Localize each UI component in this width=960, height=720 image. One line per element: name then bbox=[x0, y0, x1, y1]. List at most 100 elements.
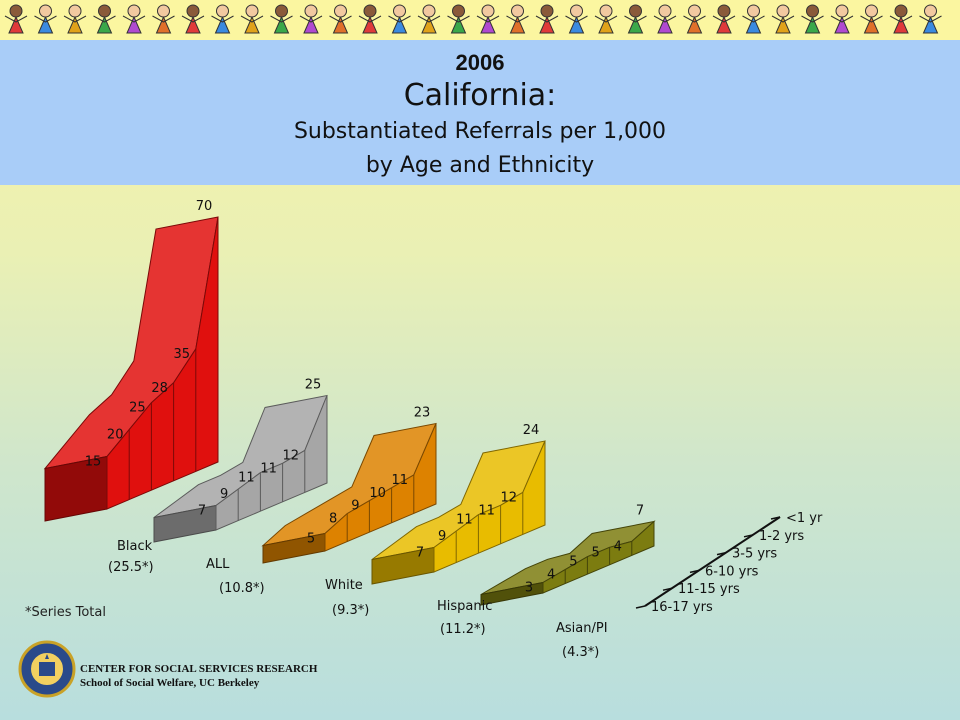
kid-figure-icon bbox=[830, 4, 854, 34]
kids-banner-art bbox=[4, 4, 942, 34]
series-white: 23 11 10 985 bbox=[261, 406, 437, 564]
title-band: 2006 California: Substantiated Referrals… bbox=[0, 40, 960, 185]
org-credit: CENTER FOR SOCIAL SERVICES RESEARCH Scho… bbox=[80, 662, 317, 690]
kid-figure-icon bbox=[93, 4, 116, 34]
kid-figure-icon bbox=[152, 4, 175, 34]
kid-figure-icon bbox=[594, 4, 618, 34]
data-label: 12 bbox=[501, 490, 518, 505]
age-axis-label: 11-15 yrs bbox=[678, 582, 740, 597]
kid-figure-icon bbox=[653, 4, 677, 34]
age-axis-tick bbox=[716, 551, 727, 556]
data-label: 9 bbox=[220, 487, 228, 502]
kid-figure-icon bbox=[4, 4, 28, 34]
kid-figure-icon bbox=[299, 4, 323, 34]
data-label: 11 bbox=[478, 503, 495, 518]
age-axis-label: 16-17 yrs bbox=[651, 600, 713, 615]
kid-figure-icon bbox=[860, 4, 883, 34]
data-label: 3 bbox=[525, 581, 533, 596]
kids-banner bbox=[0, 0, 960, 40]
age-axis-tick bbox=[635, 605, 646, 609]
series-name-label: Hispanic bbox=[437, 599, 492, 614]
kid-figure-icon bbox=[624, 4, 647, 34]
kid-figure-icon bbox=[417, 4, 441, 34]
data-label: 7 bbox=[416, 546, 424, 561]
data-label: 11 bbox=[392, 473, 409, 488]
kid-figure-icon bbox=[565, 4, 588, 34]
org-school: School of Social Welfare, UC Berkeley bbox=[80, 677, 260, 689]
age-axis-tick bbox=[689, 569, 700, 574]
kid-figure-icon bbox=[889, 4, 913, 34]
kid-figure-icon bbox=[801, 4, 824, 34]
data-label: 25 bbox=[305, 378, 322, 393]
series-total-label: (9.3*) bbox=[332, 603, 369, 618]
series-total-label: (25.5*) bbox=[108, 560, 154, 575]
series-all: 25 12 11 11 97 bbox=[153, 378, 328, 543]
kid-figure-icon bbox=[712, 4, 736, 34]
series-name-label: ALL bbox=[206, 557, 230, 572]
kid-figure-icon bbox=[919, 4, 942, 34]
kid-figure-icon bbox=[122, 4, 146, 34]
kid-figure-icon bbox=[476, 4, 500, 34]
kid-figure-icon bbox=[329, 4, 352, 34]
series-hispanic: 24 12 11 11 97 bbox=[371, 423, 546, 585]
chart-subtitle-1: Substantiated Referrals per 1,000 bbox=[293, 119, 667, 144]
data-label: 11 bbox=[456, 513, 473, 528]
kid-figure-icon bbox=[771, 4, 795, 34]
kid-figure-icon bbox=[535, 4, 559, 34]
data-label: 11 bbox=[260, 461, 277, 476]
age-axis: <1 yr 1-2 yrs 3-5 yrs 6-10 yrs 11-15 yrs 16-1… bbox=[635, 511, 823, 615]
data-label: 9 bbox=[438, 529, 446, 544]
kid-figure-icon bbox=[358, 4, 382, 34]
series-total-label: (11.2*) bbox=[440, 622, 486, 637]
data-label: 7 bbox=[636, 504, 644, 519]
series-name-label: Black bbox=[117, 539, 153, 554]
kid-figure-icon bbox=[683, 4, 706, 34]
age-axis-label: <1 yr bbox=[786, 511, 823, 526]
data-label: 28 bbox=[151, 381, 168, 396]
age-axis-line bbox=[644, 516, 781, 607]
chart-title: California: bbox=[403, 78, 557, 113]
data-label: 8 bbox=[329, 512, 337, 527]
chart-year: 2006 bbox=[455, 50, 505, 75]
data-label: 10 bbox=[369, 486, 386, 501]
age-axis-tick bbox=[662, 587, 673, 591]
data-label: 4 bbox=[547, 568, 555, 583]
data-label: 70 bbox=[196, 199, 213, 214]
kid-figure-icon bbox=[211, 4, 234, 34]
age-axis-label: 3-5 yrs bbox=[732, 547, 777, 562]
kid-figure-icon bbox=[240, 4, 264, 34]
data-label: 5 bbox=[591, 545, 599, 560]
data-label: 7 bbox=[198, 504, 206, 519]
kid-figure-icon bbox=[506, 4, 529, 34]
data-label: 24 bbox=[523, 423, 540, 438]
series-total-label: (4.3*) bbox=[562, 645, 599, 660]
data-label: 25 bbox=[129, 401, 146, 416]
data-label: 5 bbox=[569, 555, 577, 570]
kid-figure-icon bbox=[270, 4, 293, 34]
org-name: CENTER FOR SOCIAL SERVICES RESEARCH bbox=[80, 663, 318, 675]
kid-figure-icon bbox=[181, 4, 205, 34]
kid-figure-icon bbox=[447, 4, 470, 34]
series-black: 70 35 28 25 20 15 bbox=[43, 199, 219, 522]
age-axis-tick bbox=[770, 516, 781, 520]
kid-figure-icon bbox=[742, 4, 765, 34]
uc-seal-icon bbox=[18, 640, 76, 702]
kid-figure-icon bbox=[63, 4, 87, 34]
chart-subtitle-2: by Age and Ethnicity bbox=[365, 153, 595, 178]
data-label: 15 bbox=[85, 455, 102, 470]
kid-figure-icon bbox=[34, 4, 57, 34]
data-label: 35 bbox=[174, 347, 191, 362]
data-label: 5 bbox=[307, 532, 315, 547]
age-axis-label: 6-10 yrs bbox=[705, 564, 759, 579]
data-label: 20 bbox=[107, 428, 124, 443]
series-name-label: Asian/PI bbox=[556, 621, 608, 636]
series-name-label: White bbox=[325, 578, 363, 593]
series-total-footnote: *Series Total bbox=[25, 605, 106, 620]
data-label: 23 bbox=[414, 406, 431, 421]
age-axis-label: 1-2 yrs bbox=[759, 529, 804, 544]
kid-figure-icon bbox=[388, 4, 411, 34]
data-label: 11 bbox=[238, 471, 255, 486]
data-label: 12 bbox=[283, 448, 300, 463]
